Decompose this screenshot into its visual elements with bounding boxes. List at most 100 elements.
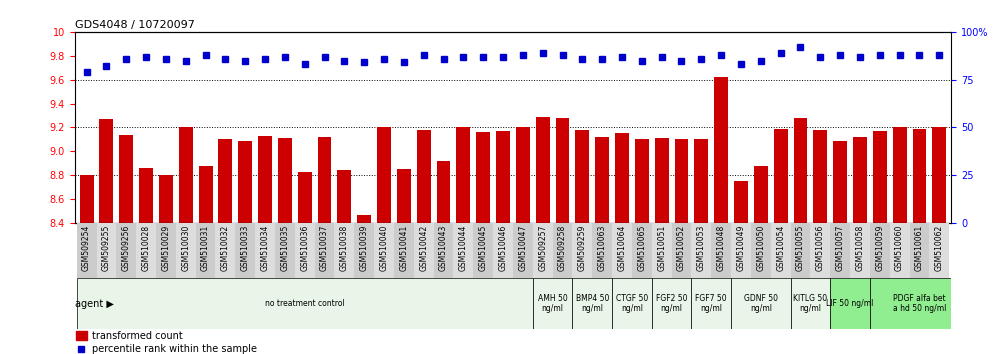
Bar [338,170,352,223]
Bar [631,223,651,278]
Text: GSM510047: GSM510047 [518,225,527,271]
Bar [731,278,791,329]
Text: GSM510062: GSM510062 [935,225,944,271]
Bar [671,223,691,278]
Bar [596,137,610,223]
Bar [831,278,870,329]
Text: transformed count: transformed count [93,331,183,341]
Text: GSM509259: GSM509259 [578,225,587,271]
Bar [456,127,470,223]
Bar [714,77,728,223]
Text: GSM510056: GSM510056 [816,225,825,271]
Bar [275,223,295,278]
Text: GSM510050: GSM510050 [756,225,765,271]
Bar [814,130,828,223]
Bar [613,278,651,329]
Text: GSM509258: GSM509258 [558,225,567,271]
Text: GSM510034: GSM510034 [261,225,270,271]
Bar [889,223,909,278]
Bar [834,141,847,223]
Text: GSM510036: GSM510036 [300,225,309,271]
Text: GSM510028: GSM510028 [141,225,150,271]
Bar [315,223,335,278]
Text: GDNF 50
ng/ml: GDNF 50 ng/ml [744,294,778,313]
Text: GSM510064: GSM510064 [618,225,626,271]
Bar [791,278,831,329]
Bar [496,131,510,223]
Text: GSM510057: GSM510057 [836,225,845,271]
Text: GSM509255: GSM509255 [102,225,111,271]
Text: LIF 50 ng/ml: LIF 50 ng/ml [827,299,873,308]
Bar [932,127,946,223]
Bar [258,136,272,223]
Bar [909,223,929,278]
Bar [176,223,195,278]
Bar [136,223,156,278]
Text: GSM510041: GSM510041 [399,225,408,271]
Bar [553,223,573,278]
Bar [413,223,433,278]
Bar [355,223,374,278]
Text: GSM510060: GSM510060 [895,225,904,271]
Text: GSM509254: GSM509254 [82,225,91,271]
Bar [694,139,708,223]
Bar [179,127,192,223]
Bar [811,223,831,278]
Bar [453,223,473,278]
Text: GSM510030: GSM510030 [181,225,190,271]
Bar [433,223,453,278]
Bar [394,223,413,278]
Bar [634,139,648,223]
Bar [493,223,513,278]
Text: GDS4048 / 10720097: GDS4048 / 10720097 [75,20,194,30]
Bar [853,137,867,223]
Bar [238,141,252,223]
Text: GSM510040: GSM510040 [379,225,388,271]
Bar [76,331,87,341]
Bar [754,166,768,223]
Text: agent ▶: agent ▶ [75,298,114,309]
Text: GSM510044: GSM510044 [459,225,468,271]
Bar [892,127,906,223]
Bar [771,223,791,278]
Bar [436,161,450,223]
Bar [298,172,312,223]
Text: no treatment control: no treatment control [265,299,345,308]
Bar [533,278,573,329]
Bar [120,135,133,223]
Text: GSM510048: GSM510048 [717,225,726,271]
Bar [870,278,969,329]
Text: GSM510046: GSM510046 [499,225,508,271]
Bar [651,278,691,329]
Bar [791,223,811,278]
Bar [872,131,886,223]
Text: FGF7 50
ng/ml: FGF7 50 ng/ml [695,294,727,313]
Bar [377,127,391,223]
Text: GSM510049: GSM510049 [736,225,745,271]
Text: KITLG 50
ng/ml: KITLG 50 ng/ml [794,294,828,313]
Text: GSM510029: GSM510029 [161,225,170,271]
Bar [516,127,530,223]
Bar [117,223,136,278]
Bar [654,138,668,223]
Bar [159,175,173,223]
Text: GSM510037: GSM510037 [320,225,329,271]
Bar [80,175,94,223]
Text: GSM509256: GSM509256 [122,225,130,271]
Text: GSM510059: GSM510059 [875,225,884,271]
Bar [711,223,731,278]
Text: GSM510032: GSM510032 [221,225,230,271]
Bar [139,168,153,223]
Bar [929,223,949,278]
Bar [473,223,493,278]
Bar [295,223,315,278]
Bar [593,223,613,278]
Bar [870,223,889,278]
Text: GSM510051: GSM510051 [657,225,666,271]
Text: GSM510043: GSM510043 [439,225,448,271]
Text: FGF2 50
ng/ml: FGF2 50 ng/ml [655,294,687,313]
Bar [374,223,394,278]
Bar [573,278,613,329]
Text: GSM510055: GSM510055 [796,225,805,271]
Text: GSM510039: GSM510039 [360,225,369,271]
